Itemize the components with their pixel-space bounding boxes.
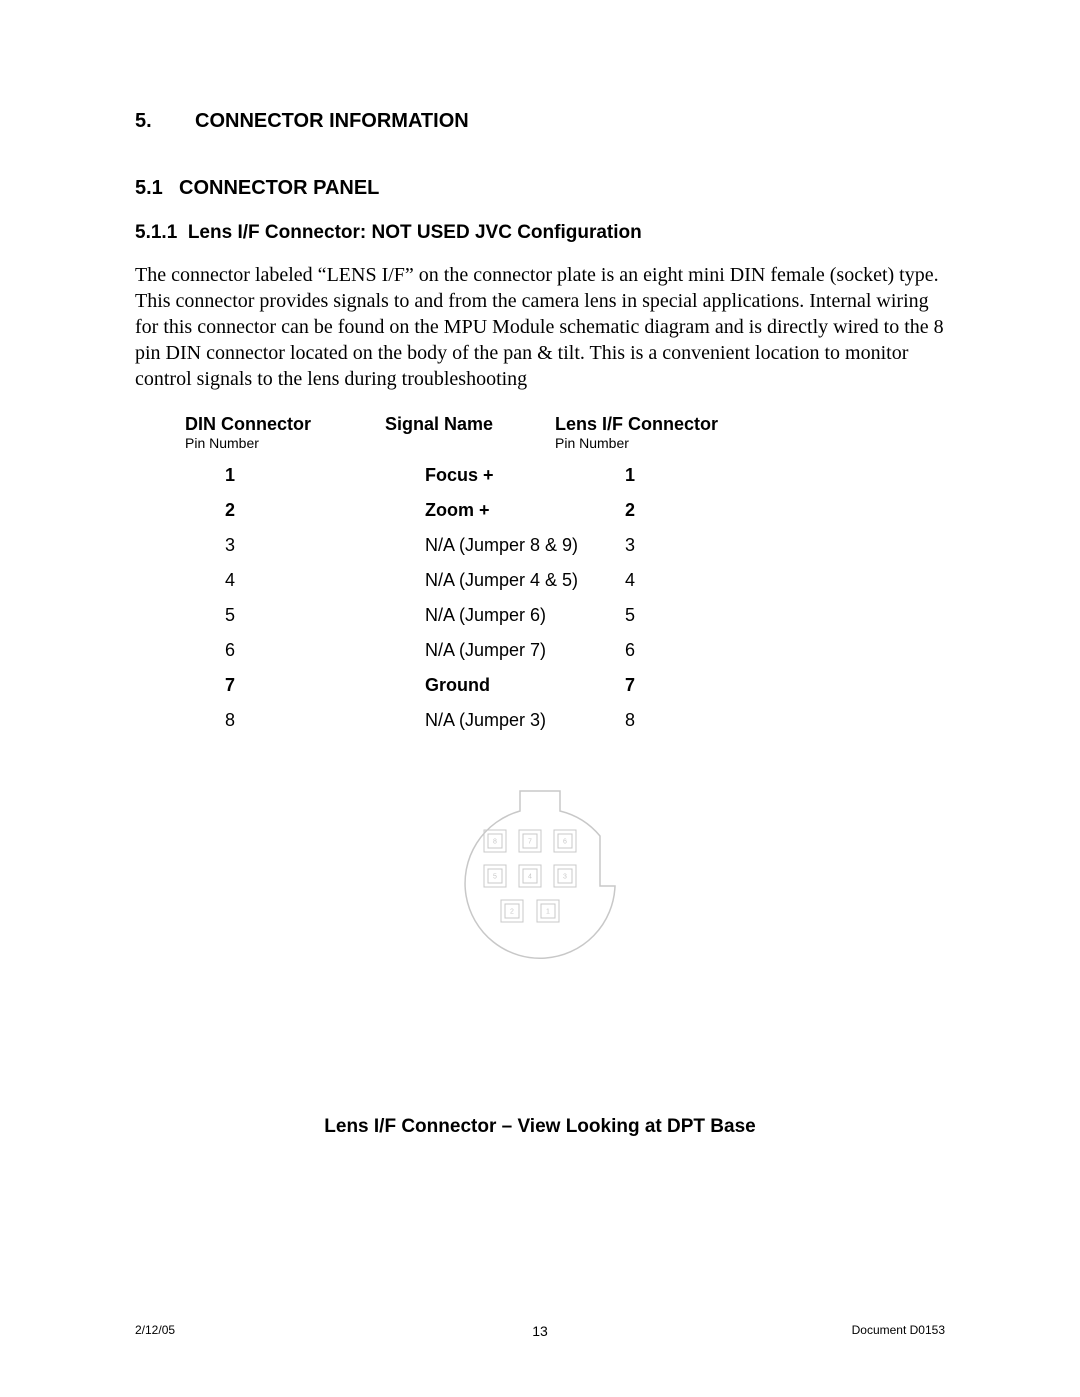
body-paragraph: The connector labeled “LENS I/F” on the … — [135, 262, 945, 392]
cell-lens: 2 — [595, 500, 805, 521]
cell-din: 5 — [185, 605, 425, 626]
table-header-col3: Lens I/F Connector Pin Number — [555, 414, 735, 451]
cell-lens: 6 — [595, 640, 805, 661]
page-footer: 2/12/05 13 Document D0153 — [135, 1323, 945, 1337]
document-page: 5.CONNECTOR INFORMATION 5.1CONNECTOR PAN… — [0, 0, 1080, 1397]
table-row: 7Ground7 — [185, 675, 945, 696]
heading-2-number: 5.1 — [135, 177, 179, 200]
th-signal-main: Signal Name — [385, 414, 555, 435]
th-lens-main: Lens I/F Connector — [555, 414, 735, 435]
svg-text:3: 3 — [563, 874, 567, 881]
cell-signal: Ground — [425, 675, 595, 696]
svg-text:1: 1 — [546, 909, 550, 916]
table-row: 5N/A (Jumper 6)5 — [185, 605, 945, 626]
table-row: 4N/A (Jumper 4 & 5)4 — [185, 570, 945, 591]
svg-text:2: 2 — [510, 909, 514, 916]
cell-din: 2 — [185, 500, 425, 521]
th-din-sub: Pin Number — [185, 435, 385, 451]
th-lens-sub: Pin Number — [555, 435, 735, 451]
pin-table: DIN Connector Pin Number Signal Name Len… — [185, 414, 945, 731]
th-din-main: DIN Connector — [185, 414, 385, 435]
cell-lens: 4 — [595, 570, 805, 591]
cell-signal: N/A (Jumper 8 & 9) — [425, 535, 595, 556]
heading-3-number: 5.1.1 — [135, 222, 177, 244]
table-row: 6N/A (Jumper 7)6 — [185, 640, 945, 661]
footer-page-number: 13 — [135, 1323, 945, 1339]
diagram-caption: Lens I/F Connector – View Looking at DPT… — [135, 1116, 945, 1138]
svg-text:6: 6 — [563, 839, 567, 846]
cell-signal: Focus + — [425, 465, 595, 486]
table-row: 1Focus +1 — [185, 465, 945, 486]
din-connector-svg: 8 7 6 5 4 3 2 1 — [445, 781, 635, 961]
cell-signal: N/A (Jumper 6) — [425, 605, 595, 626]
cell-din: 6 — [185, 640, 425, 661]
heading-1-number: 5. — [135, 110, 195, 133]
table-header-col2: Signal Name — [385, 414, 555, 451]
cell-din: 3 — [185, 535, 425, 556]
heading-1: 5.CONNECTOR INFORMATION — [135, 110, 945, 133]
cell-signal: N/A (Jumper 3) — [425, 710, 595, 731]
svg-text:8: 8 — [493, 839, 497, 846]
heading-2-text: CONNECTOR PANEL — [179, 177, 379, 199]
heading-2: 5.1CONNECTOR PANEL — [135, 177, 945, 200]
cell-signal: N/A (Jumper 7) — [425, 640, 595, 661]
svg-text:7: 7 — [528, 839, 532, 846]
svg-text:5: 5 — [493, 874, 497, 881]
table-header-row: DIN Connector Pin Number Signal Name Len… — [185, 414, 945, 451]
cell-lens: 3 — [595, 535, 805, 556]
heading-3: 5.1.1 Lens I/F Connector: NOT USED JVC C… — [135, 222, 945, 244]
table-header-col1: DIN Connector Pin Number — [185, 414, 385, 451]
svg-text:4: 4 — [528, 874, 532, 881]
cell-din: 4 — [185, 570, 425, 591]
table-row: 8N/A (Jumper 3)8 — [185, 710, 945, 731]
connector-diagram: 8 7 6 5 4 3 2 1 — [135, 781, 945, 966]
cell-din: 7 — [185, 675, 425, 696]
table-row: 3N/A (Jumper 8 & 9)3 — [185, 535, 945, 556]
cell-lens: 7 — [595, 675, 805, 696]
cell-lens: 5 — [595, 605, 805, 626]
heading-3-text: Lens I/F Connector: NOT USED JVC Configu… — [188, 222, 642, 243]
cell-lens: 8 — [595, 710, 805, 731]
cell-din: 1 — [185, 465, 425, 486]
cell-din: 8 — [185, 710, 425, 731]
cell-signal: Zoom + — [425, 500, 595, 521]
heading-1-text: CONNECTOR INFORMATION — [195, 110, 469, 132]
table-row: 2Zoom +2 — [185, 500, 945, 521]
cell-signal: N/A (Jumper 4 & 5) — [425, 570, 595, 591]
cell-lens: 1 — [595, 465, 805, 486]
